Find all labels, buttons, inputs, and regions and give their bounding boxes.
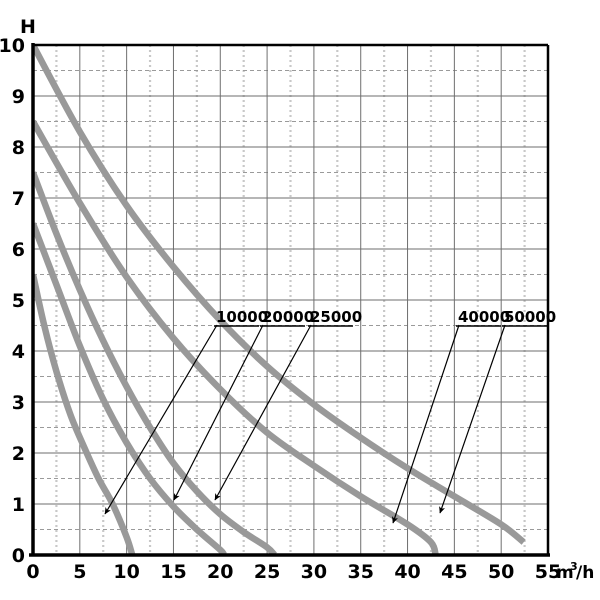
y-axis-title-text: H [20, 16, 36, 38]
y-tick-label: 10 [0, 35, 25, 57]
x-axis-unit-superscript: 3 [570, 560, 578, 573]
curve-series-group [33, 45, 526, 555]
x-axis-unit-base: m [556, 563, 574, 583]
curve-20000 [33, 222, 228, 555]
plot-frame [29, 43, 550, 557]
y-tick-label: 3 [12, 392, 25, 414]
y-tick-label: 7 [12, 188, 25, 210]
x-axis-tick-labels: 0 5 10 15 20 25 30 35 40 45 50 55 [26, 561, 561, 583]
annotation-leader-line [214, 324, 312, 501]
x-tick-label: 45 [441, 561, 467, 583]
curve-50000 [33, 45, 526, 545]
y-axis-tick-labels: 0 1 2 3 4 5 6 7 8 9 10 [0, 35, 25, 567]
x-tick-label: 55 [535, 561, 561, 583]
x-tick-label: 30 [301, 561, 327, 583]
annotation-leader-line [439, 324, 506, 514]
annotation-leader-line [392, 324, 460, 524]
y-tick-label: 9 [12, 86, 25, 108]
annotation-label: 20000 [262, 308, 314, 326]
major-gridlines [33, 45, 548, 555]
x-tick-label: 25 [254, 561, 280, 583]
x-axis-unit-tail: /h [576, 563, 594, 583]
y-tick-label: 5 [12, 290, 25, 312]
y-tick-label: 0 [12, 545, 25, 567]
y-tick-label: 4 [12, 341, 25, 363]
y-tick-label: 8 [12, 137, 25, 159]
x-axis-unit: m3/h [556, 560, 594, 583]
curve-40000 [33, 119, 439, 555]
annotation-label: 40000 [458, 308, 510, 326]
y-tick-label: 6 [12, 239, 25, 261]
x-tick-label: 15 [160, 561, 186, 583]
annotation-label: 25000 [310, 308, 362, 326]
y-tick-label: 1 [12, 494, 25, 516]
annotation-20000: 20000 [173, 308, 314, 501]
annotation-leader-line [104, 324, 218, 515]
annotation-label: 10000 [216, 308, 268, 326]
x-tick-label: 20 [207, 561, 233, 583]
annotation-25000: 25000 [214, 308, 362, 501]
annotation-40000: 40000 [392, 308, 510, 524]
x-tick-label: 50 [488, 561, 514, 583]
annotation-leader-line [173, 324, 264, 501]
x-tick-label: 0 [26, 561, 39, 583]
x-tick-label: 40 [394, 561, 420, 583]
y-axis-title: H [20, 16, 36, 38]
curve-25000 [33, 171, 278, 555]
y-tick-label: 2 [12, 443, 25, 465]
annotation-50000: 50000 [439, 308, 556, 514]
curve-10000 [33, 273, 136, 555]
annotation-10000: 10000 [104, 308, 268, 515]
x-tick-label: 35 [348, 561, 374, 583]
x-tick-label: 10 [113, 561, 139, 583]
annotation-label: 50000 [504, 308, 556, 326]
x-tick-label: 5 [73, 561, 86, 583]
